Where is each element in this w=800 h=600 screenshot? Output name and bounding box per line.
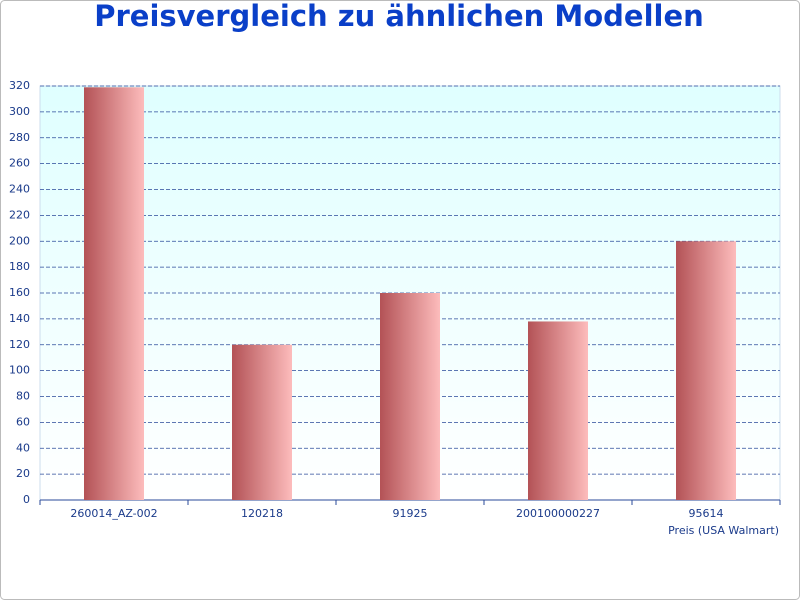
bar	[676, 241, 736, 500]
y-tick-label: 240	[9, 183, 30, 196]
y-tick-label: 0	[23, 493, 30, 506]
bar	[232, 344, 292, 500]
y-tick-label: 160	[9, 286, 30, 299]
bar	[380, 293, 440, 500]
y-tick-label: 100	[9, 364, 30, 377]
x-tick-label: 95614	[689, 507, 724, 520]
y-tick-label: 180	[9, 260, 30, 273]
y-tick-label: 40	[16, 441, 30, 454]
chart-title: Preisvergleich zu ähnlichen Modellen	[94, 0, 704, 33]
y-tick-label: 200	[9, 234, 30, 247]
y-tick-label: 320	[9, 79, 30, 92]
y-tick-label: 300	[9, 105, 30, 118]
bar	[528, 321, 588, 500]
y-tick-label: 60	[16, 415, 30, 428]
y-tick-label: 280	[9, 131, 30, 144]
y-tick-label: 140	[9, 312, 30, 325]
y-tick-label: 260	[9, 157, 30, 170]
x-tick-label: 91925	[393, 507, 428, 520]
y-tick-label: 120	[9, 338, 30, 351]
y-tick-label: 220	[9, 208, 30, 221]
x-axis-label: Preis (USA Walmart)	[668, 524, 779, 537]
bar	[84, 87, 144, 500]
y-tick-label: 80	[16, 390, 30, 403]
x-tick-label: 120218	[241, 507, 283, 520]
y-tick-label: 20	[16, 467, 30, 480]
x-tick-label: 200100000227	[516, 507, 600, 520]
x-tick-label: 260014_AZ-002	[70, 507, 157, 520]
